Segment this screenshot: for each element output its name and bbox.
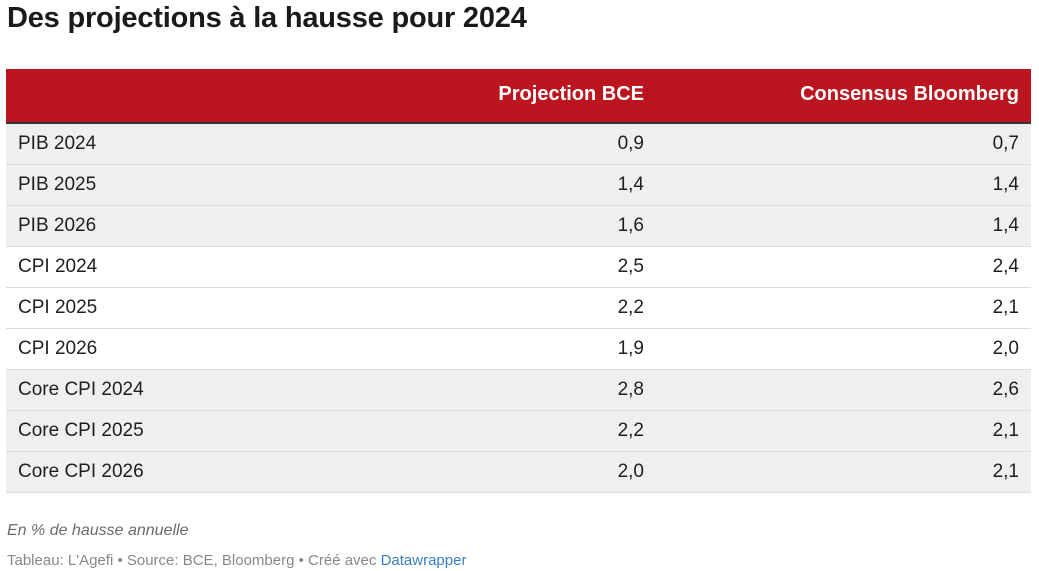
cell-projection-bce: 2,2 [617,420,644,441]
row-label: CPI 2025 [18,297,98,318]
cell-projection-bce: 0,9 [617,133,644,154]
cell-consensus-bloomberg: 1,4 [992,174,1019,195]
table-row: Core CPI 2026 2,0 2,1 [6,452,1031,493]
table-row: Core CPI 2024 2,8 2,6 [6,370,1031,411]
chart-title: Des projections à la hausse pour 2024 [7,2,527,34]
column-header-consensus-bloomberg[interactable]: Consensus Bloomberg [800,83,1019,105]
cell-projection-bce: 2,8 [617,379,644,400]
cell-projection-bce: 1,6 [617,215,644,236]
data-table: Projection BCE Consensus Bloomberg PIB 2… [6,69,1031,493]
cell-consensus-bloomberg: 2,1 [992,461,1019,482]
cell-consensus-bloomberg: 2,1 [992,420,1019,441]
row-label: PIB 2026 [18,215,97,236]
row-label: Core CPI 2024 [18,379,144,400]
cell-consensus-bloomberg: 2,4 [992,256,1019,277]
table-row: Core CPI 2025 2,2 2,1 [6,411,1031,452]
table-row: PIB 2026 1,6 1,4 [6,206,1031,247]
row-label: PIB 2024 [18,133,97,154]
cell-consensus-bloomberg: 1,4 [992,215,1019,236]
cell-consensus-bloomberg: 2,6 [992,379,1019,400]
table-row: CPI 2026 1,9 2,0 [6,329,1031,370]
cell-consensus-bloomberg: 0,7 [992,133,1019,154]
footer-source-text: Tableau: L'Agefi • Source: BCE, Bloomber… [7,552,377,569]
table-body: PIB 2024 0,9 0,7 PIB 2025 1,4 1,4 PIB 2026 1,6 1… [6,124,1031,493]
cell-consensus-bloomberg: 2,0 [992,338,1019,359]
cell-projection-bce: 1,9 [617,338,644,359]
column-header-projection-bce[interactable]: Projection BCE [498,83,644,105]
table-footer: Tableau: L'Agefi • Source: BCE, Bloomber… [7,552,466,569]
table-row: CPI 2025 2,2 2,1 [6,288,1031,329]
table-row: CPI 2024 2,5 2,4 [6,247,1031,288]
row-label: PIB 2025 [18,174,97,195]
cell-projection-bce: 2,2 [617,297,644,318]
datawrapper-link[interactable]: Datawrapper [380,552,467,569]
table-header: Projection BCE Consensus Bloomberg [6,69,1031,124]
table-note: En % de hausse annuelle [7,522,189,539]
cell-consensus-bloomberg: 2,1 [992,297,1019,318]
table-row: PIB 2025 1,4 1,4 [6,165,1031,206]
row-label: Core CPI 2026 [18,461,144,482]
row-label: CPI 2024 [18,256,98,277]
table-row: PIB 2024 0,9 0,7 [6,124,1031,165]
cell-projection-bce: 2,5 [617,256,644,277]
row-label: CPI 2026 [18,338,98,359]
cell-projection-bce: 2,0 [617,461,644,482]
row-label: Core CPI 2025 [18,420,144,441]
cell-projection-bce: 1,4 [617,174,644,195]
